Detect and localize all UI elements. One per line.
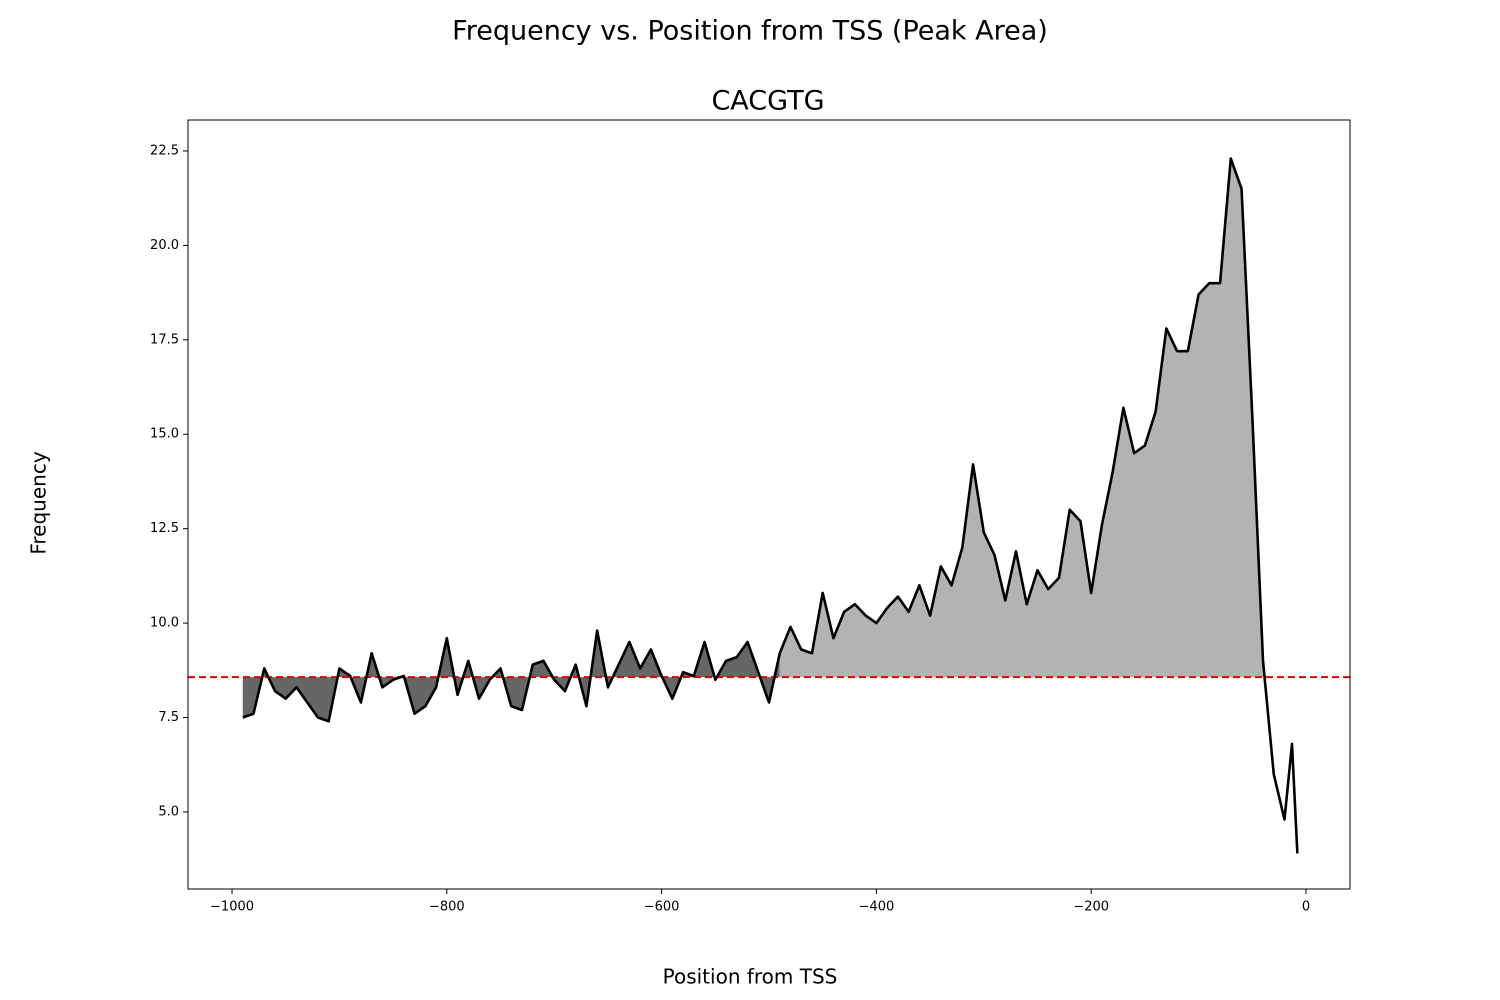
x-tick-label: 0 xyxy=(1302,900,1310,915)
plot-frame xyxy=(187,119,1351,890)
y-axis-label: Frequency xyxy=(27,451,51,554)
y-tick-label: 12.5 xyxy=(150,521,179,536)
y-tick-label: 7.5 xyxy=(158,710,179,725)
line xyxy=(242,157,1299,854)
x-tick-label: −600 xyxy=(644,900,680,915)
x-tick-label: −1000 xyxy=(210,900,254,915)
y-tick-label: 20.0 xyxy=(150,238,179,253)
x-tick-label: −800 xyxy=(429,900,465,915)
x-axis-label: Position from TSS xyxy=(663,965,838,989)
chart-subtitle: CACGTG xyxy=(711,86,824,117)
y-tick-label: 22.5 xyxy=(150,143,179,158)
y-tick-label: 5.0 xyxy=(158,804,179,819)
outside-area xyxy=(242,630,780,722)
peak-area xyxy=(779,158,1264,678)
x-tick-label: −400 xyxy=(859,900,895,915)
y-tick-label: 10.0 xyxy=(150,616,179,631)
y-tick-label: 17.5 xyxy=(150,332,179,347)
y-tick-label: 15.0 xyxy=(150,427,179,442)
chart-title: Frequency vs. Position from TSS (Peak Ar… xyxy=(452,16,1048,47)
x-tick-label: −200 xyxy=(1073,900,1109,915)
